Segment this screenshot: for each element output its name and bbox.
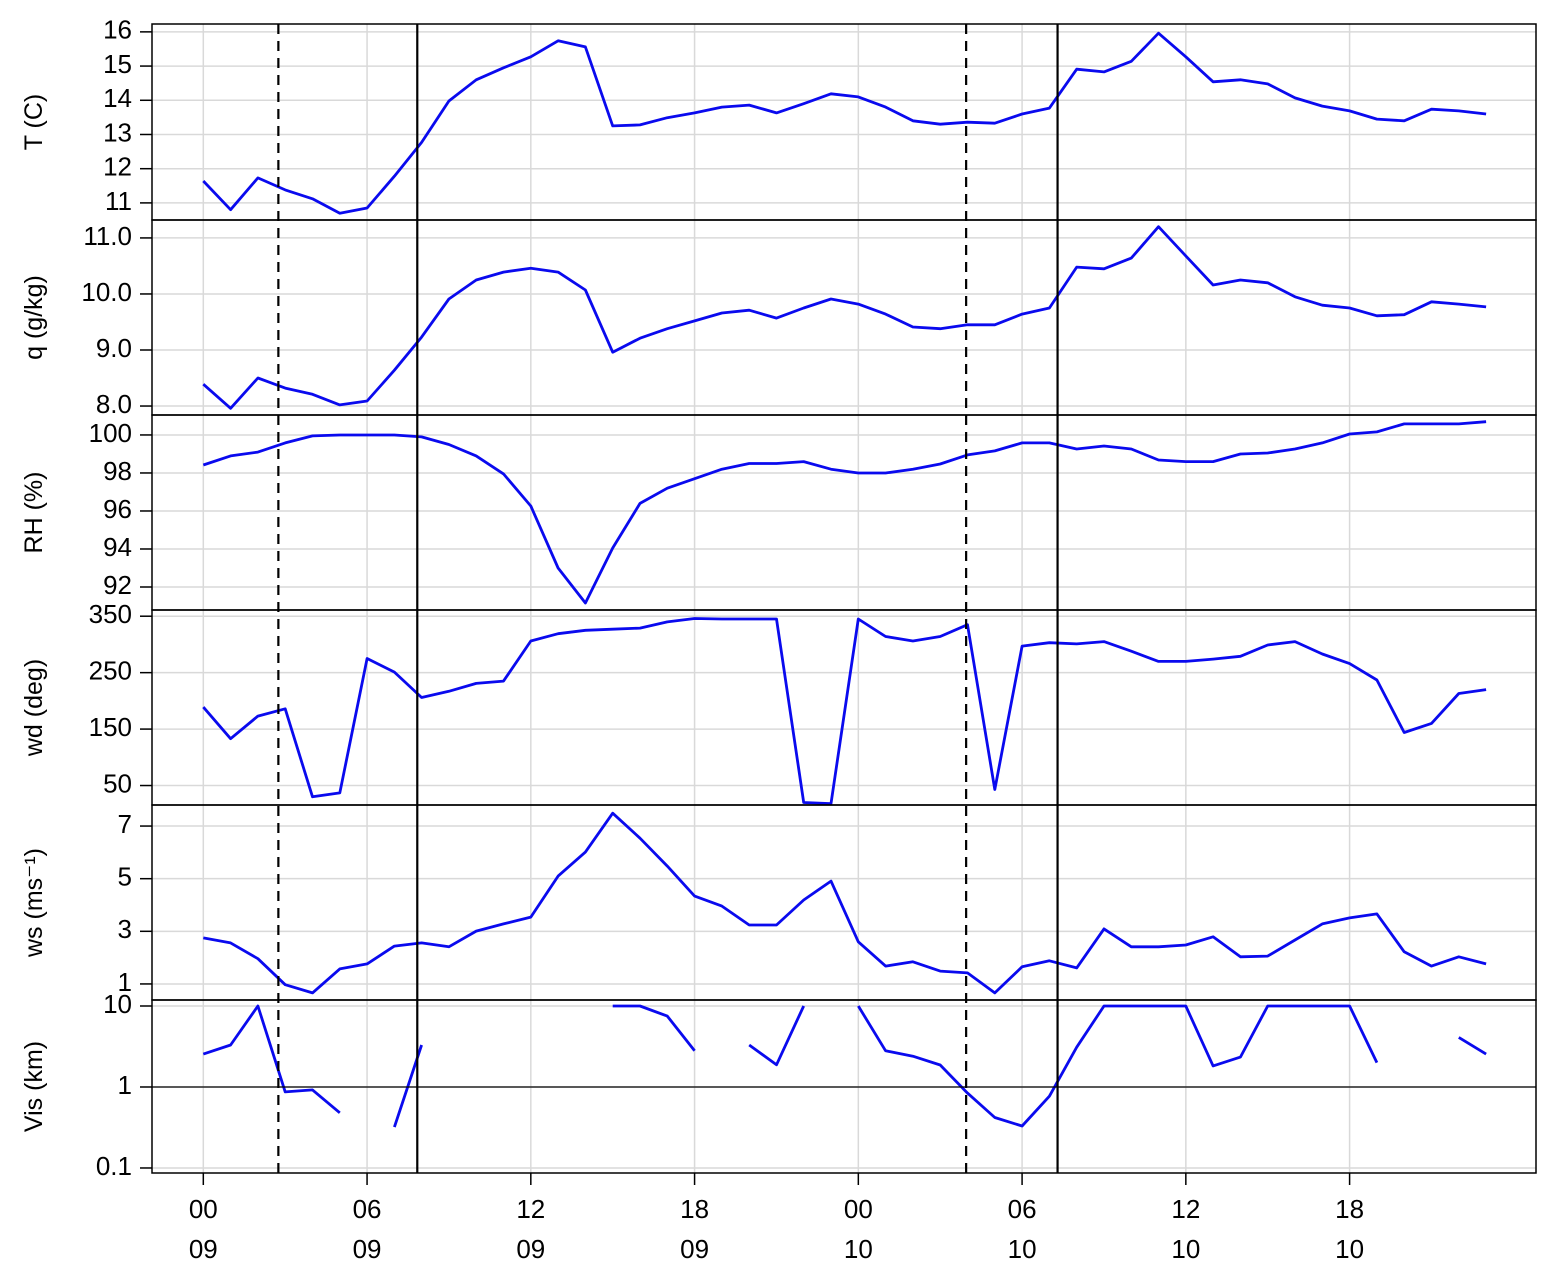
y-tick-label: 8.0 [96, 389, 132, 419]
x-tick-label: 12 [1171, 1194, 1200, 1224]
y-tick-label: 98 [103, 456, 132, 486]
y-tick-label: 10 [103, 989, 132, 1019]
y-tick-label: 3 [118, 914, 132, 944]
data-line [202, 1004, 1487, 1128]
x-tick-sublabel: 10 [1171, 1234, 1200, 1264]
y-tick-label: 50 [103, 768, 132, 798]
y-tick-label: 150 [89, 712, 132, 742]
y-axis-label: Vis (km) [20, 1041, 48, 1132]
x-tick-label: 18 [1335, 1194, 1364, 1224]
y-tick-label: 12 [103, 152, 132, 182]
x-tick-label: 00 [844, 1194, 873, 1224]
y-tick-label: 16 [103, 15, 132, 45]
y-tick-label: 5 [118, 862, 132, 892]
y-tick-label: 14 [103, 83, 132, 113]
y-tick-label: 9.0 [96, 333, 132, 363]
x-tick-sublabel: 10 [1008, 1234, 1037, 1264]
y-tick-label: 100 [89, 418, 132, 448]
y-tick-label: 7 [118, 809, 132, 839]
data-line [203, 811, 1487, 995]
y-tick-label: 13 [103, 117, 132, 147]
data-line [202, 420, 1487, 605]
y-tick-label: 350 [89, 599, 132, 629]
x-tick-label: 06 [353, 1194, 382, 1224]
lines [202, 31, 1487, 1128]
y-tick-label: 11.0 [83, 221, 132, 251]
y-axis-label: T (C) [20, 94, 48, 150]
panel-frame [151, 804, 1537, 1001]
panel-frame [151, 999, 1537, 1174]
y-tick-label: 250 [89, 656, 132, 686]
data-line [202, 31, 1487, 215]
y-axis-label: wd (deg) [20, 659, 48, 757]
x-tick-label: 06 [1008, 1194, 1037, 1224]
y-tick-label: 0.1 [96, 1151, 132, 1181]
y-tick-label: 94 [103, 532, 132, 562]
y-tick-label: 1 [118, 1070, 132, 1100]
panel-frame [151, 219, 1537, 416]
x-tick-sublabel: 09 [189, 1234, 218, 1264]
y-tick-label: 1 [118, 967, 132, 997]
x-tick-sublabel: 09 [680, 1234, 709, 1264]
y-tick-label: 92 [103, 570, 132, 600]
panel-frame [151, 23, 1537, 221]
data-line [202, 225, 1487, 410]
y-tick-label: 10.0 [81, 277, 132, 307]
x-tick-label: 12 [516, 1194, 545, 1224]
x-tick-label: 00 [189, 1194, 218, 1224]
data-line [202, 617, 1487, 805]
y-axis-label: q (g/kg) [20, 275, 48, 360]
x-tick-sublabel: 09 [516, 1234, 545, 1264]
x-tick-sublabel: 10 [1335, 1234, 1364, 1264]
panel-frame [151, 414, 1537, 611]
y-tick-label: 96 [103, 494, 132, 524]
y-tick-label: 11 [105, 186, 132, 216]
y-tick-label: 15 [103, 49, 132, 79]
y-axis-label: ws (ms⁻¹) [20, 848, 48, 958]
y-axis-label: RH (%) [20, 472, 48, 554]
x-tick-sublabel: 09 [353, 1234, 382, 1264]
x-tick-label: 18 [680, 1194, 709, 1224]
x-tick-sublabel: 10 [844, 1234, 873, 1264]
